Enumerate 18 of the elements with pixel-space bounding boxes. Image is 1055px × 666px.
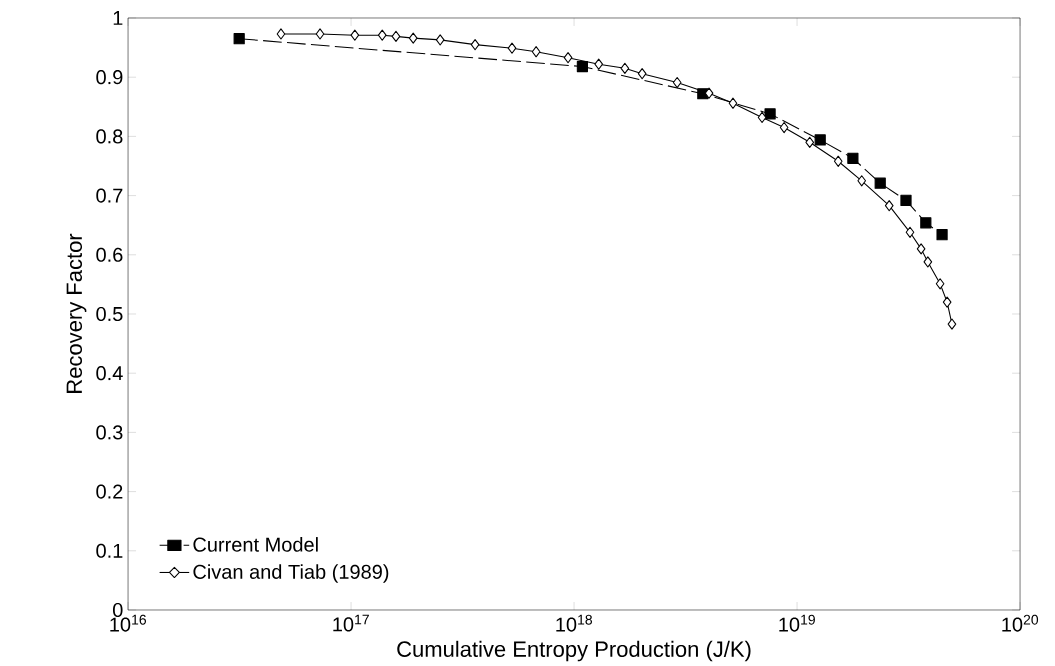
y-tick-label: 1	[113, 11, 123, 25]
y-axis-title: Recovery Factor	[66, 233, 87, 394]
x-tick-label: 10$^{19}$	[779, 614, 815, 632]
y-tick-label: 0.8	[96, 129, 123, 144]
x-tick-label: 10$^{18}$	[556, 614, 593, 632]
y-tick-label: 0.4	[96, 366, 123, 381]
x-tick-label: 10$^{20}$	[1002, 614, 1039, 632]
legend-label: Civan and Tiab (1989)	[193, 564, 389, 583]
y-tick-label: 0.3	[96, 425, 123, 440]
x-axis-title: Cumulative Entropy Production (J/K)	[397, 640, 751, 662]
y-tick-label: 0.6	[96, 247, 123, 262]
y-tick-label: 0.7	[96, 188, 123, 203]
y-tick-label: 0.1	[96, 543, 123, 558]
y-tick-label: 0.5	[96, 307, 123, 322]
y-tick-label: 0.9	[96, 70, 123, 85]
y-tick-label: 0.2	[96, 484, 123, 499]
x-tick-label: 10$^{17}$	[333, 614, 369, 632]
legend-label: Current Model	[193, 537, 318, 552]
